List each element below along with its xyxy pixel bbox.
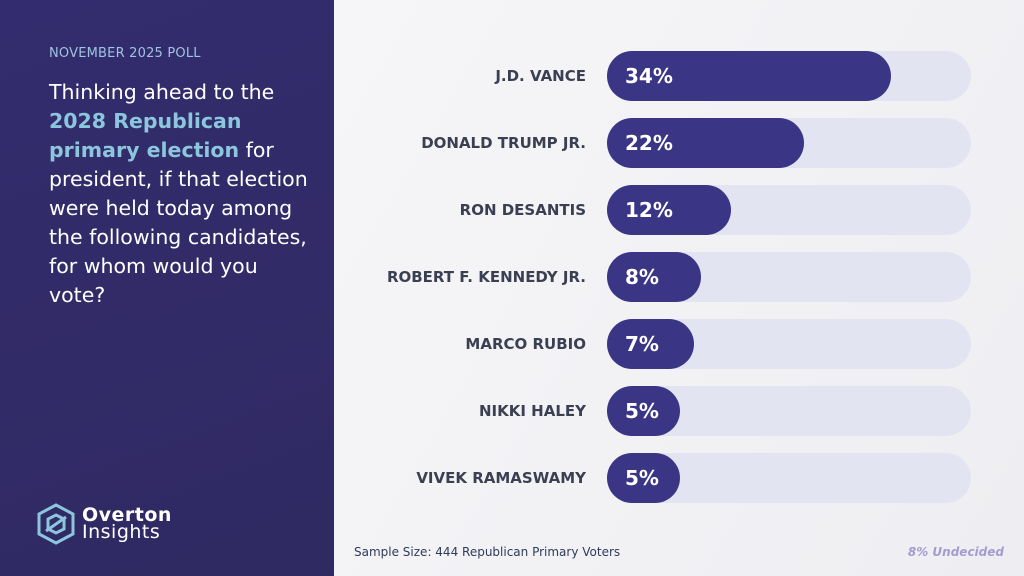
undecided-note: 8% Undecided (907, 545, 1004, 559)
bar-value-label: 12% (625, 198, 673, 222)
bar-value-label: 22% (625, 131, 673, 155)
poll-date: NOVEMBER 2025 POLL (49, 46, 201, 61)
logo: Overton Insights (36, 503, 172, 545)
question-part: for president, if that election were hel… (49, 138, 308, 307)
bar: 34% (607, 51, 892, 101)
bar-value-label: 8% (625, 265, 659, 289)
bar: 8% (607, 252, 702, 302)
bar-row: MARCO RUBIO 7% (334, 319, 1024, 369)
bar-track: 22% (607, 118, 971, 168)
bar: 5% (607, 453, 680, 503)
bar-track: 5% (607, 386, 971, 436)
hexagon-logo-icon (37, 503, 75, 545)
bar-track: 12% (607, 185, 971, 235)
bar-value-label: 5% (625, 399, 659, 423)
bar-track: 8% (607, 252, 971, 302)
bar-row: DONALD TRUMP JR. 22% (334, 118, 1024, 168)
logo-line1: Overton (82, 504, 172, 526)
bar: 5% (607, 386, 680, 436)
bar-track: 7% (607, 319, 971, 369)
bar-value-label: 34% (625, 64, 673, 88)
bar: 22% (607, 118, 804, 168)
question-part: Thinking ahead to the (49, 80, 275, 104)
candidate-label: DONALD TRUMP JR. (421, 134, 586, 152)
sample-size: Sample Size: 444 Republican Primary Vote… (354, 545, 621, 559)
bar: 7% (607, 319, 695, 369)
chart-area: J.D. VANCE 34% DONALD TRUMP JR. 22% RON DE… (334, 0, 1024, 576)
logo-line2: Insights (82, 521, 161, 543)
candidate-label: J.D. VANCE (495, 67, 586, 85)
bar-row: RON DESANTIS 12% (334, 185, 1024, 235)
bar-track: 5% (607, 453, 971, 503)
bar-value-label: 7% (625, 332, 659, 356)
left-panel: NOVEMBER 2025 POLL Thinking ahead to the… (0, 0, 334, 576)
bar-track: 34% (607, 51, 971, 101)
bar-row: ROBERT F. KENNEDY JR. 8% (334, 252, 1024, 302)
question-text: Thinking ahead to the 2028 Republican pr… (49, 78, 319, 310)
candidate-label: ROBERT F. KENNEDY JR. (386, 268, 586, 286)
bar-row: VIVEK RAMASWAMY 5% (334, 453, 1024, 503)
candidate-label: MARCO RUBIO (465, 335, 586, 353)
bar: 12% (607, 185, 731, 235)
bar-value-label: 5% (625, 466, 659, 490)
bar-row: J.D. VANCE 34% (334, 51, 1024, 101)
question-highlight: 2028 Republican primary election (49, 109, 242, 162)
bar-row: NIKKI HALEY 5% (334, 386, 1024, 436)
candidate-label: NIKKI HALEY (478, 402, 586, 420)
candidate-label: VIVEK RAMASWAMY (416, 469, 586, 487)
candidate-label: RON DESANTIS (459, 201, 586, 219)
